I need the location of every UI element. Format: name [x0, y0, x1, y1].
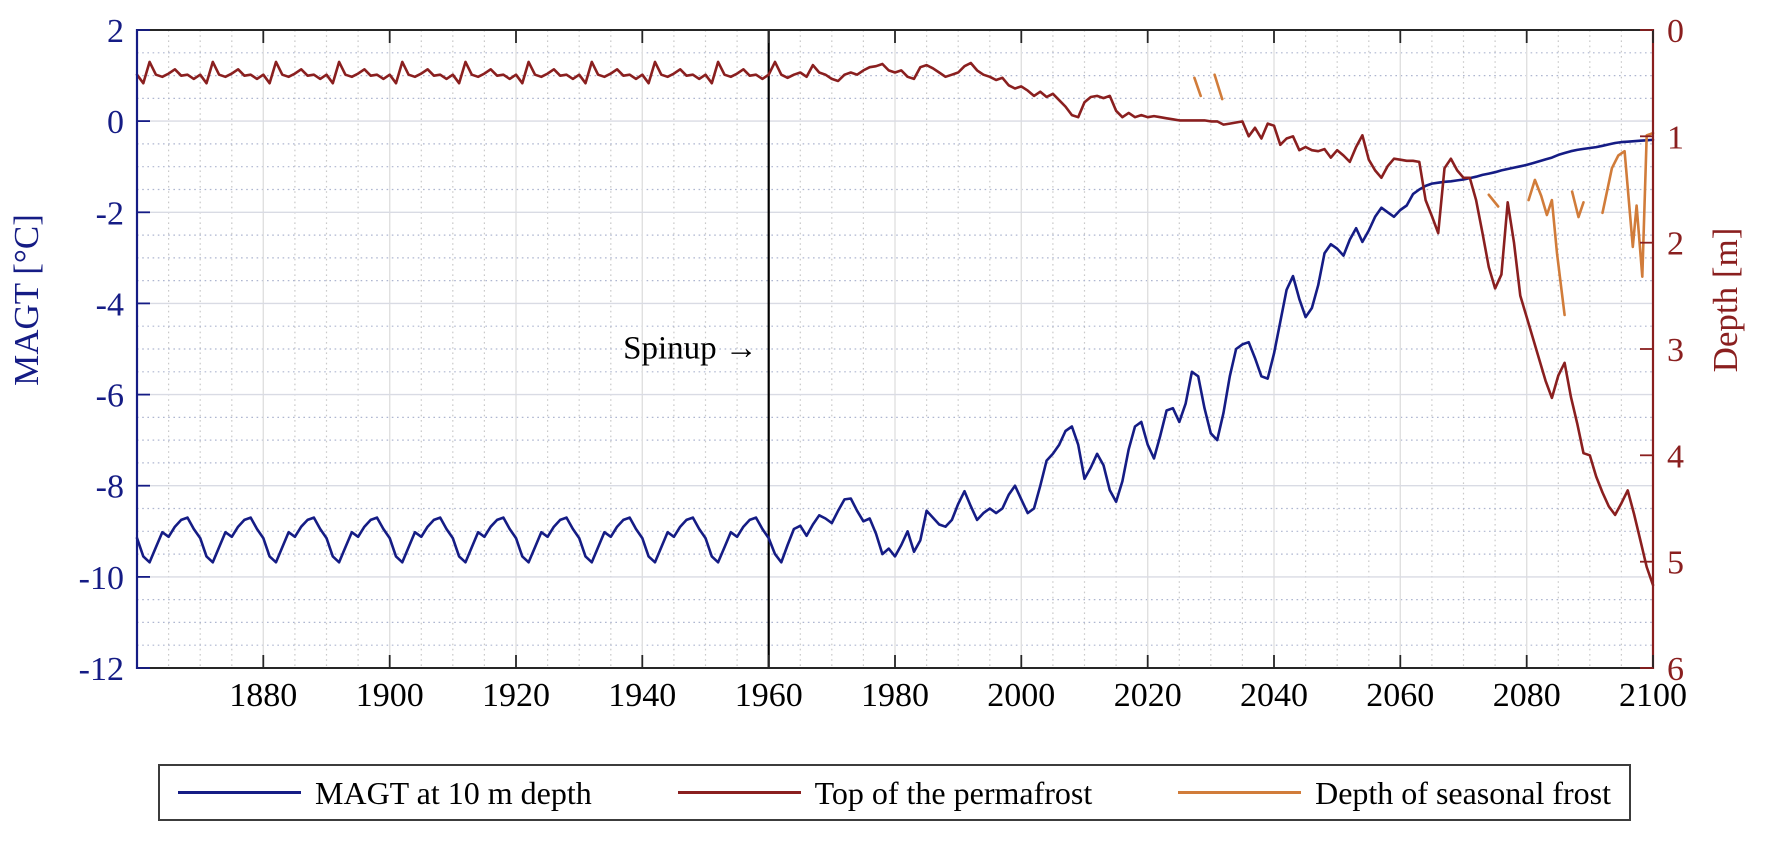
series-line-seasonal-frost	[1193, 76, 1202, 98]
right-axis-title: Depth [m]	[1706, 228, 1745, 373]
series-line-seasonal-frost	[1527, 178, 1566, 317]
series-line-magt-10m	[135, 138, 1655, 564]
x-tick-label: 2060	[1366, 677, 1434, 714]
y-left-tick-label: -12	[79, 651, 124, 688]
x-tick-label: 2000	[987, 677, 1055, 714]
legend-item-seasonal-frost: Depth of seasonal frost	[1178, 777, 1611, 809]
x-tick-label: 2040	[1240, 677, 1308, 714]
x-tick-label: 2080	[1493, 677, 1561, 714]
y-left-tick-label: -8	[96, 469, 124, 506]
y-left-tick-label: -6	[96, 378, 124, 415]
x-tick-label: 2020	[1114, 677, 1182, 714]
series-line-seasonal-frost	[1213, 73, 1224, 101]
y-right-tick-label: 5	[1667, 545, 1684, 582]
legend-item-permafrost-top: Top of the permafrost	[677, 774, 1093, 811]
x-tick-label: 1900	[356, 677, 424, 714]
y-right-tick-label: 6	[1667, 651, 1684, 688]
series-line-seasonal-frost	[1601, 131, 1655, 279]
series-line-seasonal-frost	[1487, 193, 1500, 208]
y-left-tick-label: -10	[79, 560, 124, 597]
legend-item-magt: MAGT at 10 m depth	[178, 777, 592, 809]
legend-line-seasonal-frost	[1178, 791, 1302, 794]
legend-line-permafrost-top	[677, 791, 801, 794]
y-right-tick-label: 0	[1667, 13, 1684, 50]
y-left-tick-label: -2	[96, 195, 124, 232]
y-right-tick-label: 4	[1667, 438, 1684, 475]
left-axis-title: MAGT [°C]	[7, 214, 46, 386]
spinup-annotation: Spinup →	[623, 331, 758, 367]
legend-item-label: Top of the permafrost	[814, 774, 1093, 811]
legend-item-label: MAGT at 10 m depth	[315, 774, 592, 811]
x-tick-label: 2100	[1619, 677, 1687, 714]
x-tick-label: 1880	[229, 677, 297, 714]
x-tick-label: 1920	[482, 677, 550, 714]
x-tick-label: 1940	[608, 677, 676, 714]
chart-legend: MAGT at 10 m depth Top of the permafrost…	[158, 764, 1631, 821]
y-right-tick-label: 1	[1667, 119, 1684, 156]
legend-item-label: Depth of seasonal frost	[1315, 774, 1611, 811]
y-right-tick-label: 2	[1667, 226, 1684, 263]
chart-plot: 1880 1900 1920 1940 1960 1980 2000 2020 2040 2060…	[7, 13, 1745, 714]
x-tick-label: 1960	[735, 677, 803, 714]
series-line-seasonal-frost	[1570, 190, 1585, 219]
x-tick-label: 1980	[861, 677, 929, 714]
y-left-tick-label: -4	[96, 286, 124, 323]
y-right-tick-label: 3	[1667, 332, 1684, 369]
legend-line-magt	[178, 791, 301, 794]
y-left-tick-label: 2	[107, 13, 124, 50]
y-left-tick-label: 0	[107, 104, 124, 141]
series-line-permafrost-top	[135, 60, 1655, 587]
